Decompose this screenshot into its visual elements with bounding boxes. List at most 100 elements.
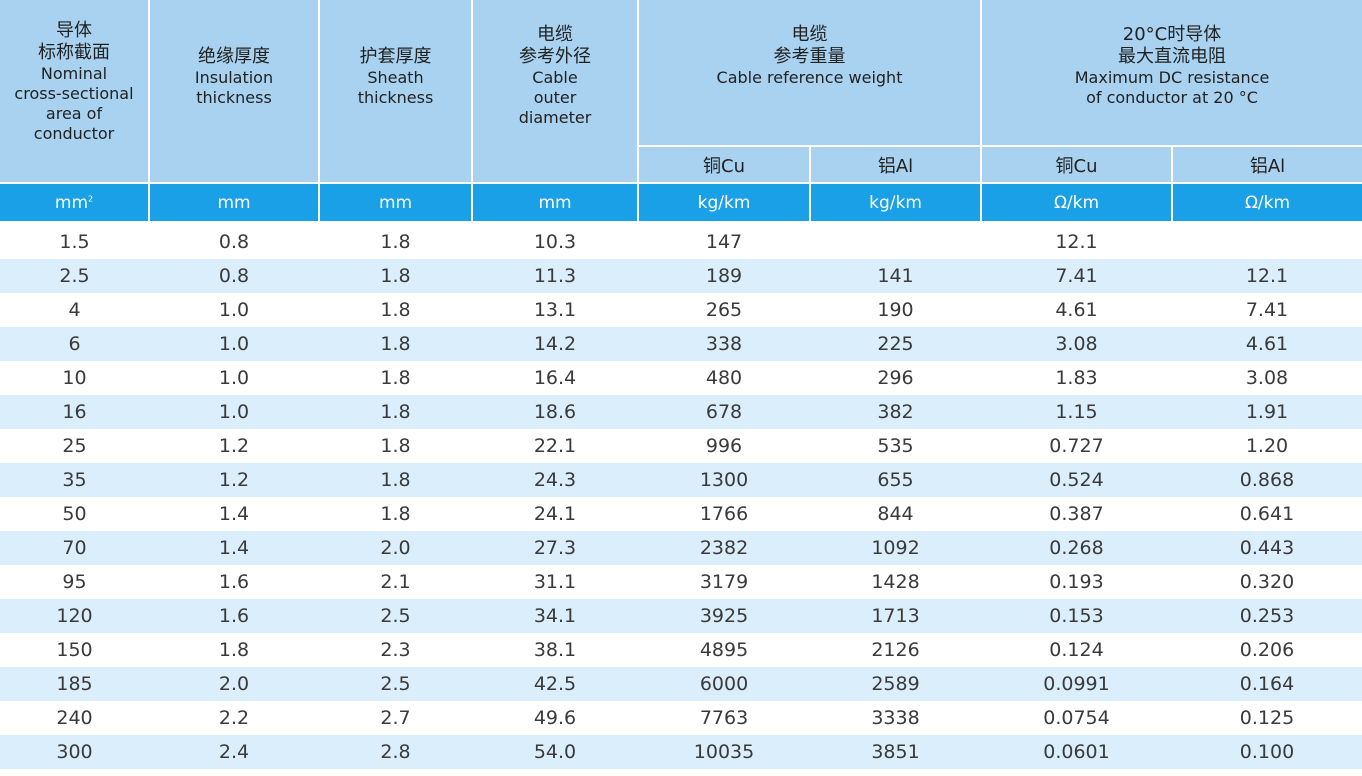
data-rows: 1.5 0.8 1.8 10.3 147 12.1 2.5 0.8 1.8 11.3 189 141 7… [0,225,1362,769]
unit-res-al: Ω/km [1172,183,1362,221]
header-resistance-aluminum: 铝Al [1172,146,1362,184]
cell-weight-al: 1092 [810,531,981,565]
cell-res-al: 0.868 [1172,463,1362,497]
header-diameter-en: Cable [532,68,578,87]
cell-sheath: 1.8 [319,327,472,361]
cell-insulation: 2.2 [149,701,319,735]
table-row: 185 2.0 2.5 42.5 6000 2589 0.0991 0.164 [0,667,1362,701]
cell-weight-cu: 678 [638,395,810,429]
cell-weight-cu: 3925 [638,599,810,633]
cell-weight-al: 382 [810,395,981,429]
cell-weight-cu: 4895 [638,633,810,667]
header-conductor-size-en: cross-sectional [14,84,134,103]
unit-weight-al: kg/km [810,183,982,221]
header-conductor-size-en: area of [45,104,103,123]
header-diameter-en: diameter [518,108,592,127]
header-weight-aluminum: 铝Al [810,146,982,184]
cell-size: 25 [0,429,149,463]
cell-res-cu: 1.83 [981,361,1172,395]
header-sheath-en: thickness [357,88,434,107]
header-insulation-en: Insulation [194,68,274,87]
unit-diameter: mm [472,183,639,221]
cell-diameter: 31.1 [472,565,638,599]
cell-diameter: 42.5 [472,667,638,701]
cell-weight-al: 296 [810,361,981,395]
header-conductor-size: 导体 标称截面 Nominal cross-sectional area of … [0,0,150,184]
cell-insulation: 1.0 [149,293,319,327]
cell-weight-cu: 265 [638,293,810,327]
cell-res-al: 1.20 [1172,429,1362,463]
cell-diameter: 13.1 [472,293,638,327]
cell-res-al: 0.125 [1172,701,1362,735]
cell-size: 35 [0,463,149,497]
cell-diameter: 24.1 [472,497,638,531]
header-weight-en: Cable reference weight [716,68,903,87]
table-header: 导体 标称截面 Nominal cross-sectional area of … [0,0,1362,184]
cell-insulation: 1.0 [149,395,319,429]
cell-insulation: 1.2 [149,429,319,463]
cell-weight-al: 3338 [810,701,981,735]
cell-weight-al: 535 [810,429,981,463]
cell-res-cu: 0.153 [981,599,1172,633]
cell-size: 300 [0,735,149,769]
cell-size: 50 [0,497,149,531]
cell-weight-al: 225 [810,327,981,361]
header-diameter-cn1: 电缆 [537,24,573,45]
header-sheath-thickness: 护套厚度 Sheath thickness [319,0,473,184]
cell-size: 4 [0,293,149,327]
cell-res-cu: 1.15 [981,395,1172,429]
cell-size: 150 [0,633,149,667]
unit-weight-cu: kg/km [638,183,811,221]
cell-size: 16 [0,395,149,429]
header-insulation-en: thickness [196,88,272,107]
cell-weight-al: 1713 [810,599,981,633]
table-row: 6 1.0 1.8 14.2 338 225 3.08 4.61 [0,327,1362,361]
cell-weight-al: 141 [810,259,981,293]
cell-weight-cu: 189 [638,259,810,293]
header-resistance-en: Maximum DC resistance [1074,68,1270,87]
cell-weight-cu: 3179 [638,565,810,599]
cell-diameter: 27.3 [472,531,638,565]
unit-size-text: mm [54,192,89,213]
cell-res-al: 3.08 [1172,361,1362,395]
header-resistance-cn2: 最大直流电阻 [1118,46,1226,67]
cell-res-al: 7.41 [1172,293,1362,327]
cell-weight-cu: 480 [638,361,810,395]
cell-weight-cu: 338 [638,327,810,361]
cell-weight-al [810,225,981,259]
table-row: 95 1.6 2.1 31.1 3179 1428 0.193 0.320 [0,565,1362,599]
cell-res-cu: 0.0601 [981,735,1172,769]
units-row-group: mm2 mm mm mm kg/km kg/km Ω/km Ω/km [0,183,1362,225]
cell-insulation: 1.8 [149,633,319,667]
cell-weight-cu: 6000 [638,667,810,701]
cell-res-cu: 0.387 [981,497,1172,531]
cell-diameter: 49.6 [472,701,638,735]
cell-size: 6 [0,327,149,361]
cell-weight-al: 3851 [810,735,981,769]
cell-diameter: 10.3 [472,225,638,259]
cell-size: 2.5 [0,259,149,293]
cell-res-al: 4.61 [1172,327,1362,361]
header-resistance-copper: 铜Cu [981,146,1173,184]
header-diameter-en: outer [533,88,577,107]
cell-sheath: 1.8 [319,225,472,259]
cell-size: 185 [0,667,149,701]
table-row: 16 1.0 1.8 18.6 678 382 1.15 1.91 [0,395,1362,429]
cell-res-al [1172,225,1362,259]
cell-res-al: 0.253 [1172,599,1362,633]
cell-size: 240 [0,701,149,735]
cell-sheath: 2.5 [319,599,472,633]
cell-sheath: 2.8 [319,735,472,769]
table-row: 10 1.0 1.8 16.4 480 296 1.83 3.08 [0,361,1362,395]
table-row: 70 1.4 2.0 27.3 2382 1092 0.268 0.443 [0,531,1362,565]
cell-diameter: 22.1 [472,429,638,463]
header-weight-cn1: 电缆 [791,24,828,45]
cell-size: 1.5 [0,225,149,259]
header-cable-weight: 电缆 参考重量 Cable reference weight [638,0,982,147]
cell-sheath: 2.7 [319,701,472,735]
cell-res-cu: 0.727 [981,429,1172,463]
cell-diameter: 24.3 [472,463,638,497]
cell-sheath: 1.8 [319,259,472,293]
unit-res-cu: Ω/km [981,183,1173,221]
